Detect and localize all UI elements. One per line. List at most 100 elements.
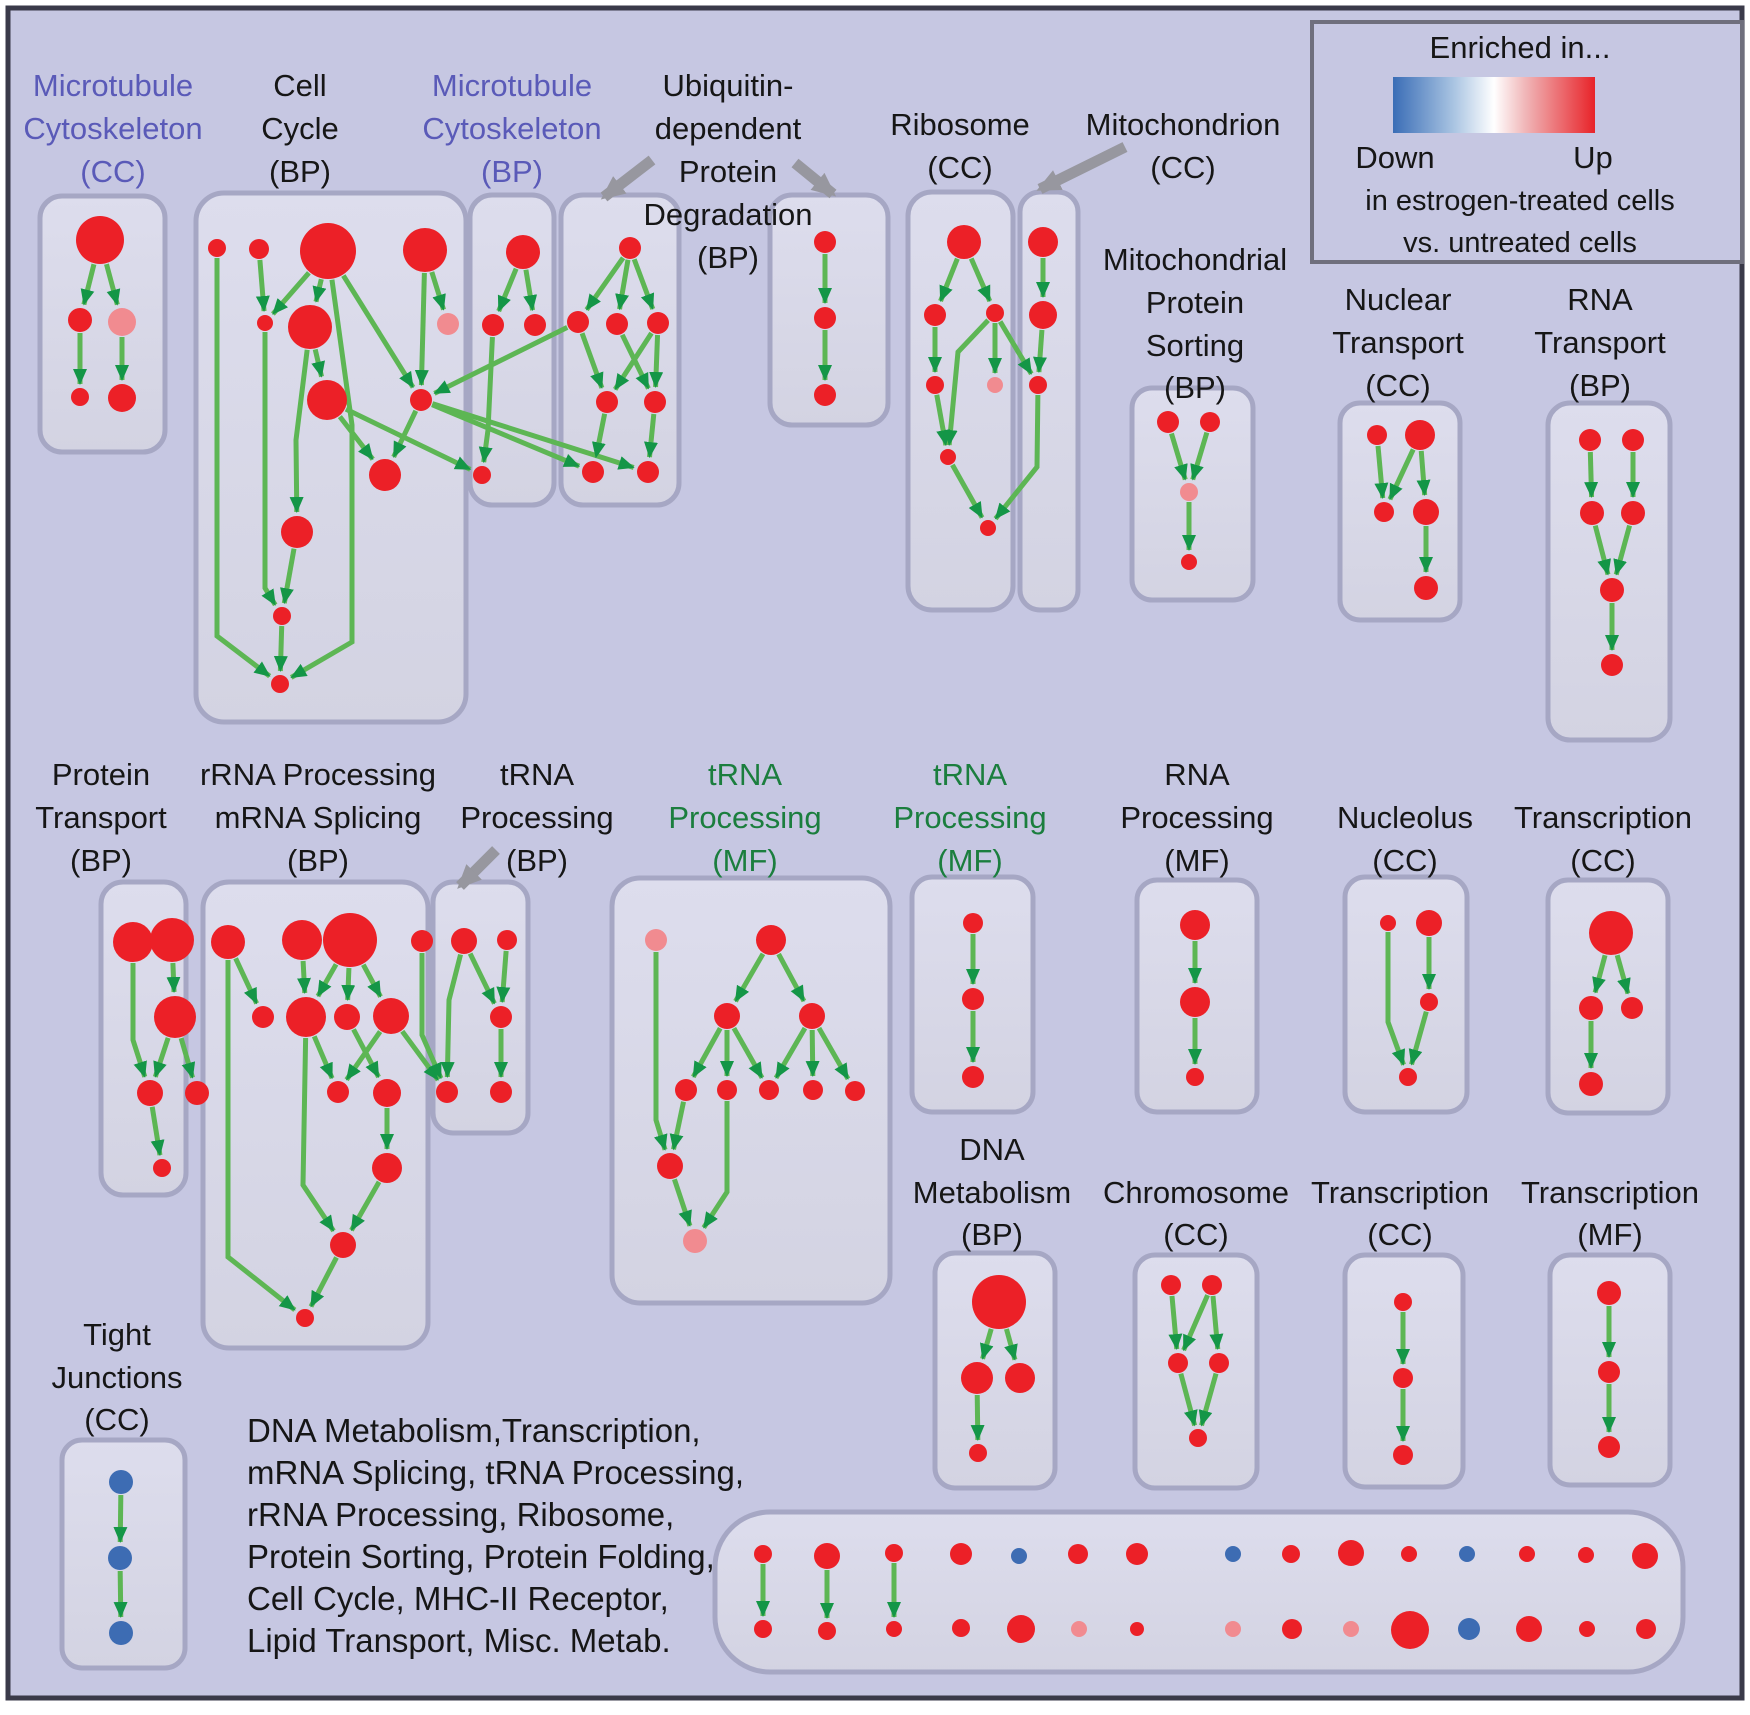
edge-rr.q3-to-rr.q8 <box>361 963 383 998</box>
node-pt-p2 <box>150 918 194 962</box>
node-cc-n12 <box>271 675 289 693</box>
box-mito <box>1017 189 1081 613</box>
edge-rr.q2-to-rr.q6 <box>296 960 311 995</box>
edge-tm.w3-to-tm.w5 <box>691 1027 723 1079</box>
edge-cc.n6b-to-cc.n9 <box>337 415 375 461</box>
box-mt_cc <box>37 193 168 455</box>
label-cell-cycle: Cell Cycle (BP) <box>261 68 339 189</box>
edge-tm.w6-to-tm.w11 <box>701 1101 730 1229</box>
edge-nuc.u1-to-nuc.u3 <box>1374 445 1389 500</box>
node-pt-p4 <box>137 1080 163 1106</box>
box-ch <box>1132 1252 1260 1491</box>
node-bot-l4 <box>952 1619 970 1637</box>
node-rr-q8 <box>373 998 409 1034</box>
node-cc-n10 <box>281 516 313 548</box>
node-bot-l14 <box>1579 1621 1595 1637</box>
label-ubiquitin-degradation: Ubiquitin-dependent Protein Degradation (BP… <box>644 68 813 275</box>
label-dna-metabolism: DNA Metabolism (BP) <box>913 1132 1072 1252</box>
edge-ch.f1-to-ch.f3 <box>1168 1295 1183 1351</box>
edge-rr.q1-to-rr.q5 <box>233 957 259 1005</box>
edge-cc.n3-to-cc.n12 <box>289 279 355 680</box>
edge-cc.n10-to-cc.n11 <box>280 548 297 605</box>
labels-layer: Microtubule Cytoskeleton (CC) Cell Cycle (BP)… <box>23 68 1699 1659</box>
node-bot-l2 <box>818 1622 836 1640</box>
edge-no.z1-to-no.z4 <box>1385 932 1406 1066</box>
node-cc-n6 <box>288 305 332 349</box>
node-tm-w3 <box>714 1003 740 1029</box>
node-tj-j2 <box>108 1546 132 1570</box>
label-nuclear-transport: Nuclear Transport (CC) <box>1332 282 1464 403</box>
box-no <box>1342 874 1470 1115</box>
node-tb-v4 <box>436 1081 458 1103</box>
node-cc-n9 <box>369 459 401 491</box>
edge-rib.r1-to-rib.r3 <box>968 257 993 303</box>
edge-ub.cc2-to-ub.ce <box>649 334 664 389</box>
node-bot-l13 <box>1516 1616 1542 1642</box>
node-bot-l3 <box>886 1621 902 1637</box>
node-bot-k1 <box>754 1545 772 1563</box>
node-pt-p6 <box>153 1159 171 1177</box>
node-ub-ce <box>644 391 666 413</box>
node-rib-r3 <box>986 304 1004 322</box>
edge-cc.n2-to-cc.n5 <box>255 259 270 313</box>
node-cc-n11 <box>273 607 291 625</box>
edge-tm.w4-to-tm.w8 <box>805 1029 820 1078</box>
node-tm-w4 <box>799 1003 825 1029</box>
node-ch-f1 <box>1161 1275 1181 1295</box>
gray-arrow-ubiquitin-to-left-box <box>600 155 656 202</box>
node-rib-r4 <box>926 376 944 394</box>
node-ub-cd <box>596 391 618 413</box>
edge-rr.q6-to-rr.q12 <box>300 1037 336 1233</box>
label-chromosome: Chromosome (CC) <box>1103 1175 1289 1252</box>
node-rp-y1 <box>1180 910 1210 940</box>
node-mtbp-b4 <box>473 466 491 484</box>
node-tc2-g3 <box>1393 1445 1413 1465</box>
node-rr-q3 <box>323 913 377 967</box>
legend-gradient-bar <box>1393 77 1595 133</box>
node-mt_cc-d <box>71 388 89 406</box>
node-tb-v5 <box>490 1081 512 1103</box>
edge-tm.w3-to-tm.w7 <box>731 1026 765 1080</box>
box-nuc <box>1337 400 1463 623</box>
edge-ub.ca-to-ub.cd <box>579 332 605 389</box>
node-rr-q12 <box>330 1232 356 1258</box>
node-pt-p1 <box>113 922 153 962</box>
edge-tm.w4-to-tm.w9 <box>816 1026 851 1081</box>
node-bot-l7 <box>1130 1622 1144 1636</box>
edge-rib.r3-to-mito.m3 <box>997 320 1034 376</box>
node-cc-n2 <box>249 239 269 259</box>
node-bot-k12 <box>1459 1546 1475 1562</box>
node-ch-f2 <box>1202 1275 1222 1295</box>
node-nuc-u5 <box>1414 576 1438 600</box>
node-ts-x3 <box>962 1066 984 1088</box>
node-rr-q5 <box>252 1006 274 1028</box>
node-no-z3 <box>1420 993 1438 1011</box>
edge-ub.cc2-to-ub.cd <box>613 331 654 391</box>
node-tmf-h2 <box>1598 1361 1620 1383</box>
node-rib-r6 <box>940 449 956 465</box>
node-tm-w9 <box>845 1081 865 1101</box>
label-rna-transport: RNA Transport (BP) <box>1534 282 1666 403</box>
edge-tc1.a1-to-tc1.a3 <box>1614 954 1631 995</box>
gray-arrow-trna-bp-pointer <box>456 846 500 890</box>
gray-arrow-ubiquitin-to-right-box <box>791 158 837 199</box>
node-sort-s3 <box>1180 483 1198 501</box>
edges-layer <box>73 254 1640 1619</box>
edge-cc.hub-to-ub.cf <box>431 402 581 469</box>
node-rib-r5 <box>987 377 1003 393</box>
legend-up-label: Up <box>1573 140 1613 175</box>
edge-mt_cc.a-to-mt_cc.b <box>80 263 97 306</box>
label-transcription-cc-1: Transcription (CC) <box>1514 800 1692 878</box>
node-rib-r1 <box>947 225 981 259</box>
edge-rnat.t3-to-rnat.t5 <box>1592 524 1611 576</box>
node-cc-n6b <box>307 380 347 420</box>
label-rna-processing-mf: RNA Processing (MF) <box>1120 757 1273 878</box>
node-tm-w10 <box>657 1153 683 1179</box>
legend-subtitle-1: in estrogen-treated cells <box>1365 185 1675 217</box>
edge-sort.s1-to-sort.s3 <box>1169 432 1188 481</box>
label-trna-processing-bp: tRNA Processing (BP) <box>460 757 613 878</box>
node-tj-j3 <box>109 1621 133 1645</box>
node-bot-k8 <box>1225 1546 1241 1562</box>
edge-mtbp.b2-to-mtbp.b4 <box>478 336 495 464</box>
node-bot-l9 <box>1282 1619 1302 1639</box>
